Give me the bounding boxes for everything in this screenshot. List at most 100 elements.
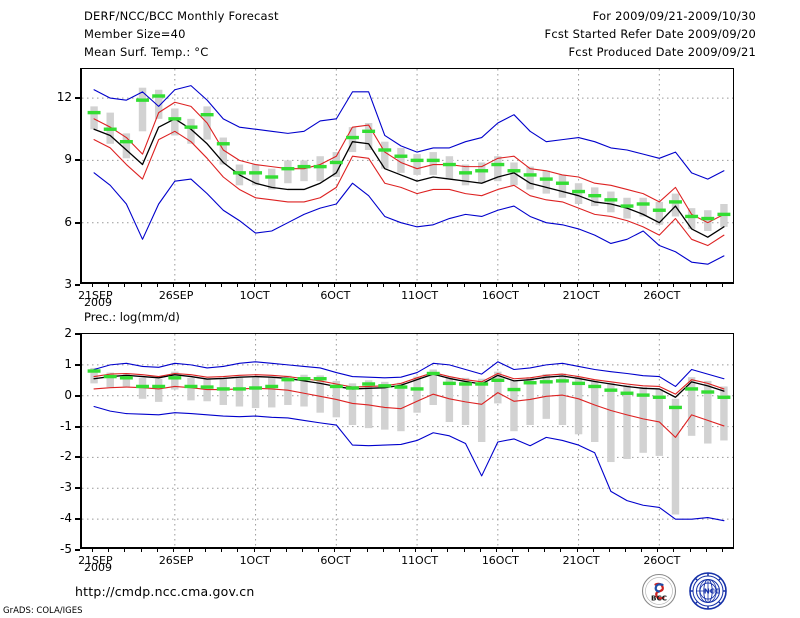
temperature-y-tick-mark [75,159,80,162]
temperature-y-tick-mark [75,97,80,100]
temperature-x-tick-label: 26OCT [643,289,681,302]
precipitation-x-minor-tick [479,549,481,552]
temperature-y-tick-label: 9 [64,152,72,167]
precipitation-y-tick-mark [75,487,80,490]
temperature-x-minor-tick [657,284,659,287]
precipitation-x-minor-tick [398,549,400,552]
precipitation-y-tick-label: -2 [60,449,72,464]
precipitation-x-tick-label: 1OCT [239,554,270,567]
temperature-x-minor-tick [463,284,465,287]
temperature-x-minor-tick [188,284,190,287]
temperature-x-minor-tick [495,284,497,287]
precipitation-y-tick-mark [75,333,80,335]
temperature-x-minor-tick [302,284,304,287]
precipitation-x-minor-tick [673,549,675,552]
precipitation-x-minor-tick [721,549,723,552]
precipitation-x-minor-tick [544,549,546,552]
temperature-x-minor-tick [108,284,110,287]
precipitation-y-tick-mark [75,363,80,366]
temperature-x-minor-tick [398,284,400,287]
temperature-x-minor-tick [673,284,675,287]
temperature-x-minor-tick [237,284,239,287]
temperature-x-tick-label: 21SEP [78,289,113,302]
temperature-x-minor-tick [124,284,126,287]
forecast-started-refer-date-label: Fcst Started Refer Date 2009/09/20 [544,27,756,41]
temperature-x-minor-tick [205,284,207,287]
precipitation-x-minor-tick [253,549,255,552]
precipitation-y-tick-mark [75,425,80,428]
temperature-x-minor-tick [415,284,417,287]
precipitation-x-minor-tick [608,549,610,552]
temperature-x-minor-tick [334,284,336,287]
grads-credit-label: GrADS: COLA/IGES [3,606,83,616]
temperature-x-minor-tick [592,284,594,287]
precipitation-x-tick-label: 16OCT [481,554,519,567]
temperature-x-tick-label: 26SEP [158,289,194,302]
temperature-x-tick-label: 21OCT [562,289,600,302]
temperature-x-minor-tick [140,284,142,287]
temperature-x-minor-tick [479,284,481,287]
precipitation-y-tick-label: 0 [64,387,72,402]
bcc-logo: BCC [641,573,677,609]
precipitation-x-minor-tick [447,549,449,552]
precipitation-x-tick-label: 21OCT [562,554,600,567]
precipitation-x-minor-tick [269,549,271,552]
temperature-chart-plot-area [80,68,734,284]
temperature-x-axis-year-label: 2009 [84,296,112,309]
svg-text:BCC: BCC [651,594,667,603]
precipitation-y-tick-mark [75,549,80,551]
precipitation-x-minor-tick [625,549,627,552]
precipitation-x-tick-label: 11OCT [401,554,439,567]
precipitation-x-minor-tick [124,549,126,552]
precipitation-x-minor-tick [350,549,352,552]
precipitation-x-minor-tick [188,549,190,552]
precipitation-x-minor-tick [285,549,287,552]
precipitation-y-tick-mark [75,518,80,521]
temperature-x-minor-tick [318,284,320,287]
temperature-chart-svg [82,69,733,282]
temperature-x-minor-tick [544,284,546,287]
temperature-x-minor-tick [92,284,94,287]
precipitation-x-minor-tick [641,549,643,552]
temperature-x-minor-tick [560,284,562,287]
precipitation-variable-label: Prec.: log(mm/d) [84,310,180,324]
website-url-label[interactable]: http://cmdp.ncc.cma.gov.cn [75,584,255,599]
precipitation-x-minor-tick [495,549,497,552]
temperature-x-minor-tick [253,284,255,287]
precipitation-x-minor-tick [705,549,707,552]
temperature-x-minor-tick [528,284,530,287]
temperature-x-minor-tick [172,284,174,287]
precipitation-y-tick-label: -1 [60,418,72,433]
temperature-x-minor-tick [431,284,433,287]
precipitation-y-tick-label: 2 [64,326,72,340]
precipitation-y-tick-label: -5 [60,542,72,556]
precipitation-x-minor-tick [108,549,110,552]
precipitation-x-minor-tick [511,549,513,552]
temperature-y-tick-label: 12 [56,90,72,105]
precipitation-y-tick-mark [75,456,80,459]
temperature-x-minor-tick [689,284,691,287]
precipitation-x-minor-tick [463,549,465,552]
precipitation-y-tick-label: -4 [60,511,72,526]
svg-text:NCC: NCC [704,587,720,595]
precipitation-x-minor-tick [560,549,562,552]
precipitation-chart-svg [82,334,733,547]
ncc-logo: NCC [688,571,728,611]
temperature-x-minor-tick [285,284,287,287]
precipitation-x-minor-tick [431,549,433,552]
page-title: DERF/NCC/BCC Monthly Forecast [84,9,279,23]
temperature-y-tick-mark [75,284,80,286]
temperature-x-minor-tick [156,284,158,287]
precipitation-x-tick-label: 6OCT [320,554,351,567]
temperature-x-minor-tick [721,284,723,287]
precipitation-x-minor-tick [92,549,94,552]
precipitation-x-minor-tick [657,549,659,552]
temperature-x-minor-tick [576,284,578,287]
temperature-x-minor-tick [269,284,271,287]
precipitation-chart-plot-area [80,333,734,549]
temperature-y-tick-mark [75,221,80,224]
precipitation-x-minor-tick [172,549,174,552]
precipitation-y-tick-mark [75,394,80,397]
precipitation-x-minor-tick [528,549,530,552]
